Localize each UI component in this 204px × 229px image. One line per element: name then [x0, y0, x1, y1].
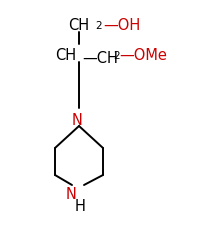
Text: CH: CH — [68, 18, 89, 33]
Text: 2: 2 — [94, 21, 101, 31]
Text: 2: 2 — [112, 51, 119, 61]
Text: CH: CH — [55, 48, 76, 63]
Text: H: H — [75, 199, 85, 214]
Text: N: N — [72, 113, 82, 128]
Text: N: N — [66, 187, 76, 202]
Text: —OH: —OH — [102, 18, 140, 33]
Text: —OMe: —OMe — [118, 48, 166, 63]
Text: —CH: —CH — [82, 51, 117, 66]
